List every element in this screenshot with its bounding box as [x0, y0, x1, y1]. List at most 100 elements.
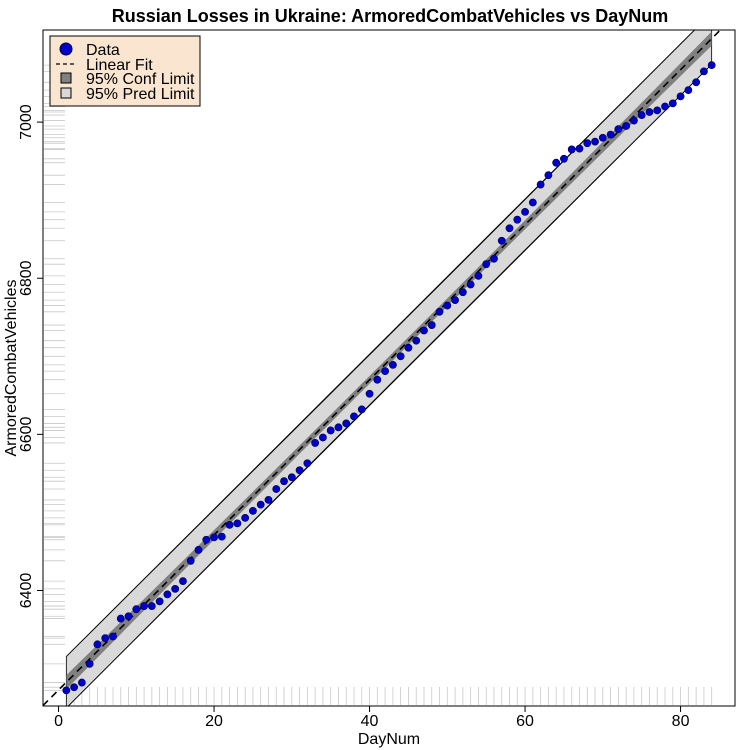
data-point [606, 130, 615, 139]
data-points [62, 61, 716, 695]
data-point [668, 99, 677, 108]
data-point [147, 602, 156, 610]
linear-fit-line [43, 30, 722, 706]
data-point [552, 158, 561, 167]
legend-conf-symbol [60, 72, 72, 84]
data-point [661, 102, 669, 111]
data-point [365, 389, 374, 398]
data-point [575, 144, 584, 153]
data-point [692, 78, 701, 87]
data-point [427, 321, 436, 329]
chart-title: Russian Losses in Ukraine: ArmoredCombat… [112, 6, 669, 26]
data-point [202, 535, 211, 544]
data-point [186, 556, 195, 565]
data-point [85, 659, 94, 668]
data-point [707, 61, 716, 70]
data-point [132, 605, 141, 614]
legend-box [49, 35, 201, 107]
x-tick-label: 60 [516, 713, 534, 730]
data-point [388, 360, 397, 369]
data-point [295, 466, 304, 475]
data-point [233, 519, 242, 528]
data-point [264, 496, 273, 504]
data-point [474, 271, 483, 280]
data-point [93, 640, 102, 649]
data-point [528, 198, 537, 207]
data-point [303, 459, 312, 468]
legend-label-data: Data [86, 42, 120, 59]
data-point [490, 254, 498, 263]
y-axis-label: ArmoredCombatVehicles [3, 280, 20, 457]
data-point [109, 632, 117, 641]
data-point [334, 423, 343, 432]
data-point [171, 585, 180, 593]
data-point [435, 307, 444, 316]
legend-label-pred: 95% Pred Limit [86, 86, 195, 103]
data-point [326, 426, 335, 435]
prediction-lower-limit [67, 64, 712, 706]
data-point [699, 67, 708, 76]
data-point [420, 326, 428, 335]
data-point [350, 412, 358, 421]
legend: Data Linear Fit 95% Conf Limit 95% Pred … [49, 35, 201, 107]
data-point [560, 154, 568, 163]
data-point [357, 405, 366, 414]
data-point [381, 367, 390, 376]
data-point [591, 137, 599, 146]
data-point [62, 686, 71, 695]
data-point [140, 602, 148, 610]
data-point [319, 433, 327, 442]
data-point [342, 419, 351, 428]
data-point [622, 122, 631, 130]
data-point [249, 506, 257, 515]
legend-data-symbol [59, 42, 73, 56]
y-axis: 6400 6600 6800 7000 [18, 104, 43, 608]
legend-label-conf: 95% Conf Limit [86, 71, 195, 88]
data-point [653, 106, 662, 115]
x-axis: 0 20 40 60 80 [54, 706, 690, 730]
data-point [404, 343, 413, 352]
data-point [598, 133, 607, 142]
data-point [311, 439, 320, 447]
data-point [544, 171, 553, 180]
data-point [256, 500, 265, 509]
data-point [637, 111, 646, 119]
data-point [466, 280, 475, 289]
data-point [513, 215, 522, 224]
data-point [163, 590, 172, 599]
data-point [443, 301, 452, 310]
legend-label-fit: Linear Fit [86, 57, 153, 74]
data-point [101, 634, 110, 642]
data-point [630, 116, 638, 125]
data-point [217, 532, 226, 541]
rug-layer [44, 64, 713, 705]
data-point [645, 108, 654, 116]
data-point [614, 125, 623, 134]
prediction-upper-limit [66, 30, 696, 657]
x-tick-label: 40 [361, 713, 379, 730]
x-axis-label: DayNum [358, 731, 420, 748]
x-tick-label: 0 [54, 713, 63, 730]
plot-frame [42, 29, 736, 707]
data-point [482, 260, 491, 269]
x-tick-label: 80 [672, 713, 690, 730]
data-point [70, 683, 79, 692]
data-point [280, 477, 288, 486]
data-point [396, 352, 405, 361]
y-tick-label: 6800 [18, 260, 35, 296]
data-point [373, 375, 382, 384]
data-point [124, 612, 133, 621]
legend-pred-symbol [60, 87, 72, 99]
data-point [225, 521, 234, 529]
data-point [116, 614, 125, 623]
data-point [272, 485, 281, 493]
data-point [179, 577, 187, 586]
data-point [155, 597, 164, 606]
data-point [497, 236, 506, 245]
data-point [210, 533, 218, 542]
data-point [536, 180, 545, 189]
data-point [684, 86, 693, 95]
data-point [241, 513, 250, 522]
y-tick-label: 6400 [18, 573, 35, 609]
